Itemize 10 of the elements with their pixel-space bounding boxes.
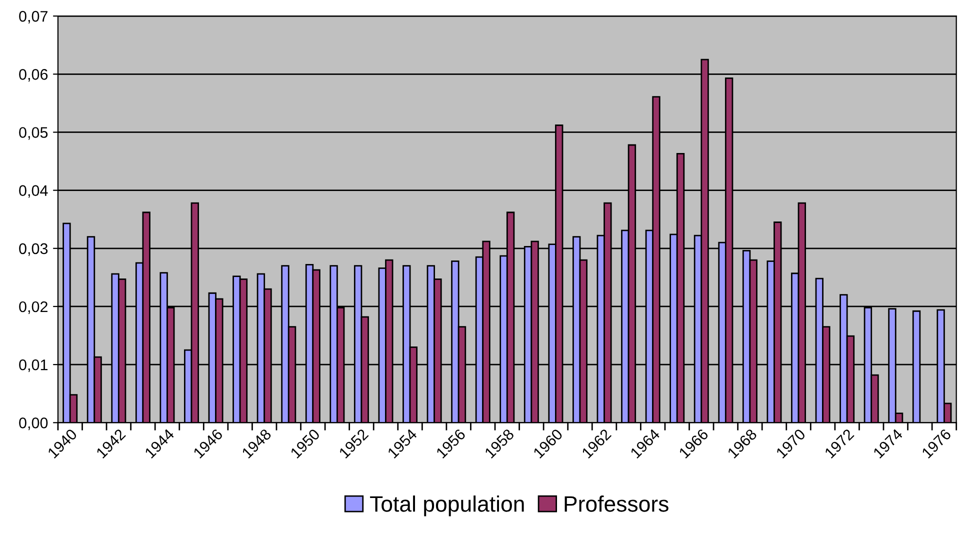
legend-label: Professors — [564, 496, 668, 512]
y-tick-label: 0,00 — [19, 418, 48, 430]
y-tick-label: 0,03 — [19, 243, 48, 256]
y-tick-label: 0,05 — [19, 127, 48, 140]
y-tick-label: 0,02 — [19, 301, 48, 314]
legend-label: Total population — [370, 496, 524, 516]
y-tick-label: 0,01 — [19, 359, 48, 372]
y-tick-label: 0,04 — [19, 185, 48, 198]
y-tick-label: 0,06 — [19, 69, 48, 82]
y-tick-label: 0,07 — [19, 10, 48, 24]
